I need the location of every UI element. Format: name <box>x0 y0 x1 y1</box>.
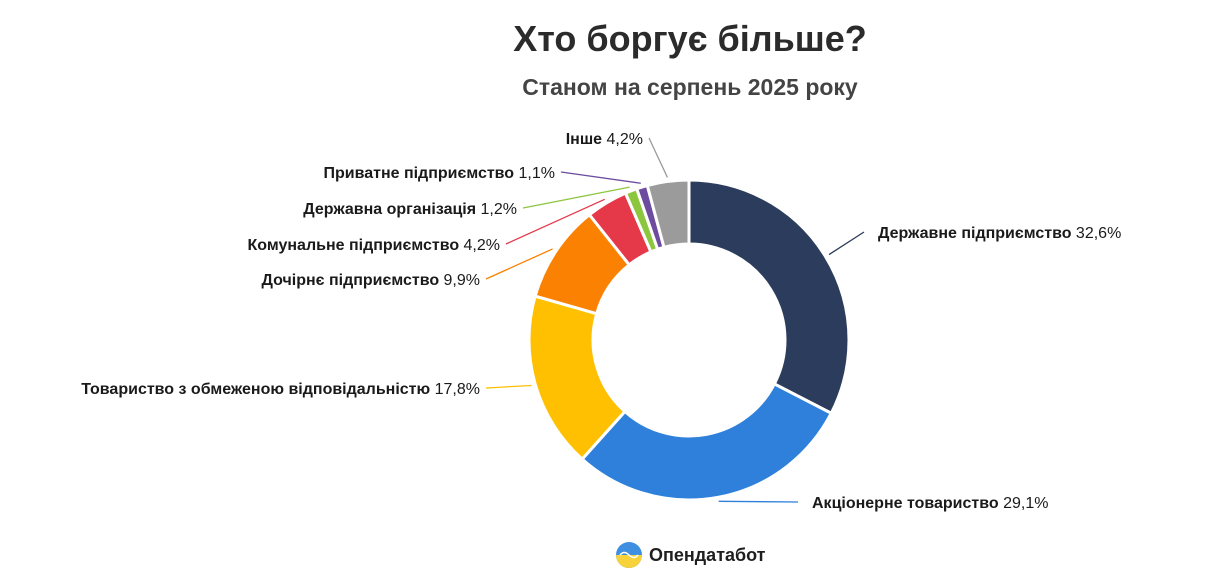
leader-lines <box>485 137 865 503</box>
leader-line <box>505 198 605 245</box>
slice-label: Приватне підприємство 1,1% <box>323 165 555 182</box>
slice-label-name: Комунальне підприємство <box>248 237 464 254</box>
chart-title: Хто боргує більше? <box>513 18 867 59</box>
slice-label: Державна організація 1,2% <box>303 201 517 218</box>
slice-label: Державне підприємство 32,6% <box>878 225 1121 242</box>
slice-label: Комунальне підприємство 4,2% <box>248 237 500 254</box>
donut-slices <box>527 178 851 502</box>
slice-labels: Державне підприємство 32,6% Акціонерне то… <box>81 131 1121 512</box>
donut-slice <box>645 178 691 250</box>
leader-line <box>485 384 532 389</box>
slice-label-name: Приватне підприємство <box>323 165 518 182</box>
slice-label-value: 1,1% <box>519 165 555 182</box>
slice-label-name: Акціонерне товариство <box>812 495 1003 512</box>
donut-slice <box>687 178 851 416</box>
slice-label: Акціонерне товариство 29,1% <box>812 495 1048 512</box>
leader-line <box>522 186 630 209</box>
brand-name: Опендатабот <box>649 544 766 565</box>
slice-label-name: Товариство з обмеженою відповідальністю <box>81 381 434 398</box>
leader-line <box>560 171 641 184</box>
slice-label: Інше 4,2% <box>566 131 643 148</box>
slice-label-name: Державна організація <box>303 201 480 218</box>
slice-label-name: Інше <box>566 131 607 148</box>
slice-label-name: Державне підприємство <box>878 225 1076 242</box>
slice-label-value: 9,9% <box>444 272 480 289</box>
opendatabot-logo-icon <box>616 542 642 568</box>
slice-label-value: 4,2% <box>464 237 500 254</box>
slice-label-name: Дочірнє підприємство <box>262 272 444 289</box>
slice-label-value: 17,8% <box>435 381 480 398</box>
leader-line <box>828 231 865 256</box>
chart-subtitle: Станом на серпень 2025 року <box>522 74 858 100</box>
leader-line <box>648 137 669 178</box>
brand-logo: Опендатабот <box>615 540 766 570</box>
slice-label: Товариство з обмеженою відповідальністю … <box>81 381 480 398</box>
donut-slice <box>580 381 834 502</box>
slice-label-value: 29,1% <box>1003 495 1048 512</box>
slice-label-value: 32,6% <box>1076 225 1121 242</box>
leader-line <box>718 500 799 503</box>
slice-label-value: 1,2% <box>481 201 517 218</box>
leader-line <box>485 248 553 280</box>
slice-label: Дочірнє підприємство 9,9% <box>262 272 480 289</box>
slice-label-value: 4,2% <box>607 131 643 148</box>
